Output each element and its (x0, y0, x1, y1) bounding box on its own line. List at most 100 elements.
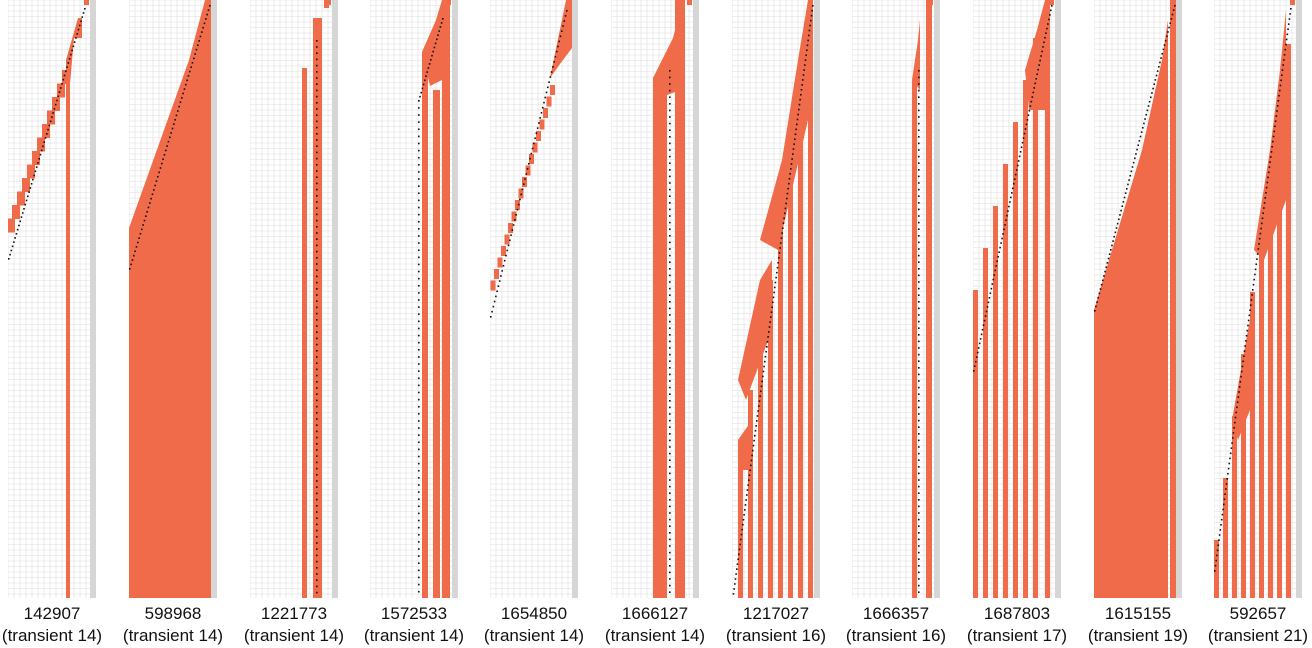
path-dot (418, 398, 420, 401)
path-dot (555, 50, 558, 53)
path-dot (502, 265, 505, 267)
transient-label: (transient 14) (243, 626, 345, 645)
path-dot (918, 525, 920, 527)
path-dot (669, 545, 671, 547)
path-dot (669, 485, 671, 488)
transient-label: (transient 14) (1, 626, 103, 645)
path-dot (989, 292, 992, 295)
path-dot (1029, 105, 1032, 107)
path-dot (800, 89, 803, 91)
cell-pattern (973, 0, 1053, 598)
path-dot (918, 175, 920, 178)
path-dot (918, 76, 920, 79)
path-dot (737, 558, 739, 561)
path-dot (740, 533, 743, 536)
path-dot (538, 122, 540, 124)
path-dot (316, 424, 318, 426)
path-dot (1006, 214, 1008, 217)
path-dot (999, 246, 1001, 249)
path-dot (183, 88, 186, 90)
path-dot (316, 573, 318, 575)
evolution-grid (611, 0, 699, 598)
path-dot (1286, 33, 1289, 36)
path-dot (780, 242, 782, 244)
path-dot (316, 319, 318, 321)
path-dot (669, 221, 671, 224)
path-dot (1027, 114, 1030, 117)
path-dot (1271, 145, 1273, 148)
path-dot (418, 256, 420, 259)
path-dot (669, 386, 671, 389)
path-dot (25, 199, 28, 202)
path-dot (21, 212, 24, 214)
path-dot (669, 314, 671, 316)
path-dot (1045, 32, 1047, 34)
path-dot (418, 249, 420, 251)
path-dot (316, 288, 318, 290)
rule-panel: 592657 (transient 21) (1208, 0, 1308, 648)
path-dot (1261, 217, 1264, 220)
path-dot (1116, 222, 1119, 225)
path-dot (27, 195, 29, 198)
path-dot (1112, 240, 1114, 242)
path-dot (918, 320, 920, 323)
path-dot (135, 246, 138, 248)
transient-label: (transient 17) (966, 626, 1068, 645)
path-dot (1012, 187, 1014, 190)
path-dot (316, 567, 318, 569)
path-dot (1000, 242, 1002, 244)
state-column (1277, 106, 1282, 598)
path-dot (153, 189, 155, 191)
path-dot (1014, 173, 1017, 176)
path-dot (669, 294, 671, 296)
path-dot (762, 370, 765, 373)
path-dot (751, 454, 753, 457)
path-dot (316, 548, 318, 550)
path-dot (918, 492, 920, 494)
path-dot (784, 207, 787, 210)
path-dot (1118, 218, 1120, 221)
path-dot (792, 153, 794, 155)
path-dot (785, 202, 787, 205)
transient-label: (transient 14) (122, 626, 224, 645)
path-dot (1220, 518, 1223, 521)
path-dot (418, 128, 420, 131)
path-dot (316, 536, 318, 538)
path-dot (774, 281, 777, 284)
path-dot (1215, 559, 1217, 562)
path-dot (316, 244, 318, 247)
path-dot (918, 254, 920, 257)
path-dot (316, 108, 318, 110)
state-column (1232, 416, 1237, 598)
path-dot (541, 106, 544, 109)
boundary-band (572, 0, 578, 598)
path-dot (161, 162, 163, 165)
boundary-band (332, 0, 338, 598)
path-dot (1164, 39, 1167, 42)
path-dot (746, 489, 749, 491)
path-dot (1114, 231, 1117, 234)
path-dot (316, 232, 318, 234)
path-dot (418, 455, 420, 458)
path-dot (759, 395, 761, 397)
path-dot (918, 314, 920, 316)
path-dot (1222, 508, 1224, 511)
path-dot (82, 12, 85, 14)
path-dot (1254, 273, 1256, 276)
path-dot (500, 275, 502, 277)
path-dot (559, 35, 562, 38)
path-dot (316, 263, 318, 265)
filled-region (550, 0, 572, 78)
path-dot (1016, 164, 1019, 167)
path-dot (669, 202, 671, 204)
path-dot (1124, 192, 1127, 194)
path-dot (549, 76, 552, 78)
path-dot (736, 563, 739, 566)
path-dot (1265, 186, 1268, 189)
path-dot (522, 183, 525, 185)
path-dot (812, 5, 814, 7)
diagonal-cell (532, 142, 538, 153)
path-dot (669, 142, 671, 145)
path-dot (1229, 457, 1231, 460)
path-dot (198, 40, 200, 42)
